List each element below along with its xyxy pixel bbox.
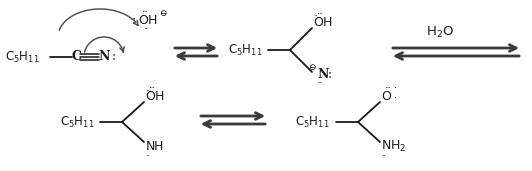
Text: $\rm NH$: $\rm NH$ [145,140,164,153]
Text: $\rm \ddot{O}H$: $\rm \ddot{O}H$ [145,88,165,104]
Text: ·
·: · · [393,83,396,103]
Text: ⊖: ⊖ [308,63,315,73]
Text: $\rm \ddot{O}H$: $\rm \ddot{O}H$ [138,12,158,28]
Text: ..: .. [381,150,386,158]
Text: ..: .. [317,77,322,85]
Text: $\rm C_5H_{11}$: $\rm C_5H_{11}$ [5,49,39,64]
Text: :: : [132,14,136,27]
Text: $\rm \ddot{O}$: $\rm \ddot{O}$ [381,88,392,104]
Text: $\rm C_5H_{11}$: $\rm C_5H_{11}$ [60,114,95,130]
Text: :: : [328,68,332,81]
Text: $\rm C_5H_{11}$: $\rm C_5H_{11}$ [228,42,263,58]
Text: C: C [71,50,81,63]
Text: :: : [112,50,116,63]
Text: N: N [98,50,110,63]
Text: $\rm C_5H_{11}$: $\rm C_5H_{11}$ [295,114,330,130]
Text: ..: .. [144,23,148,31]
Text: ..: .. [145,85,149,93]
Text: ..: .. [313,10,318,18]
Text: $\rm NH_2$: $\rm NH_2$ [381,139,406,154]
Text: $\rm H_2O$: $\rm H_2O$ [426,24,454,40]
Text: ⊖: ⊖ [159,9,167,17]
Text: N: N [317,68,328,81]
Text: $\rm \ddot{O}H$: $\rm \ddot{O}H$ [313,14,333,30]
Text: ..: .. [145,150,149,158]
